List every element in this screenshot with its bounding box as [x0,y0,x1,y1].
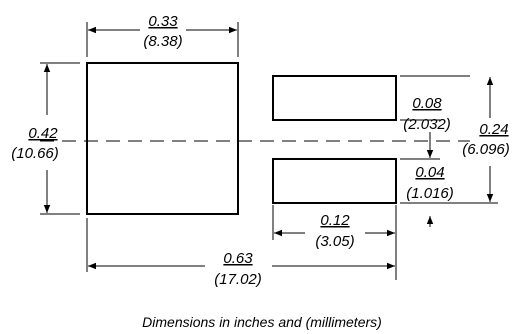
top-width-mm: (8.38) [143,33,182,50]
right-total-height-inches: 0.24 [479,121,508,138]
dimension-right-total-height: 0.24 (6.096) [400,77,510,204]
overall-width-mm: (17.02) [214,271,262,288]
dimension-top-width: 0.33 (8.38) [86,13,239,57]
caption: Dimensions in inches and (millimeters) [142,314,382,330]
small-pad-top [272,75,397,121]
dimension-pad-gap: 0.04 (1.016) [400,132,454,227]
overall-width-inches: 0.63 [223,250,253,267]
large-pad [86,62,239,215]
dimension-small-pad-height: 0.08 (2.032) [400,75,470,133]
small-pad-height-mm: (2.032) [403,116,451,133]
top-width-inches: 0.33 [148,13,178,30]
small-pad-height-inches: 0.08 [412,95,442,112]
small-pad-width-mm: (3.05) [315,233,354,250]
left-height-inches: 0.42 [28,125,58,142]
pad-gap-inches: 0.04 [415,164,444,181]
small-pad-width-inches: 0.12 [320,212,350,229]
dimension-left-height: 0.42 (10.66) [11,62,80,215]
small-pad-bottom [272,158,397,204]
dimension-overall-width: 0.63 (17.02) [86,218,395,288]
dimension-small-pad-width: 0.12 (3.05) [272,205,397,280]
pad-gap-mm: (1.016) [406,185,454,202]
left-height-mm: (10.66) [11,145,59,162]
right-total-height-mm: (6.096) [462,141,510,158]
